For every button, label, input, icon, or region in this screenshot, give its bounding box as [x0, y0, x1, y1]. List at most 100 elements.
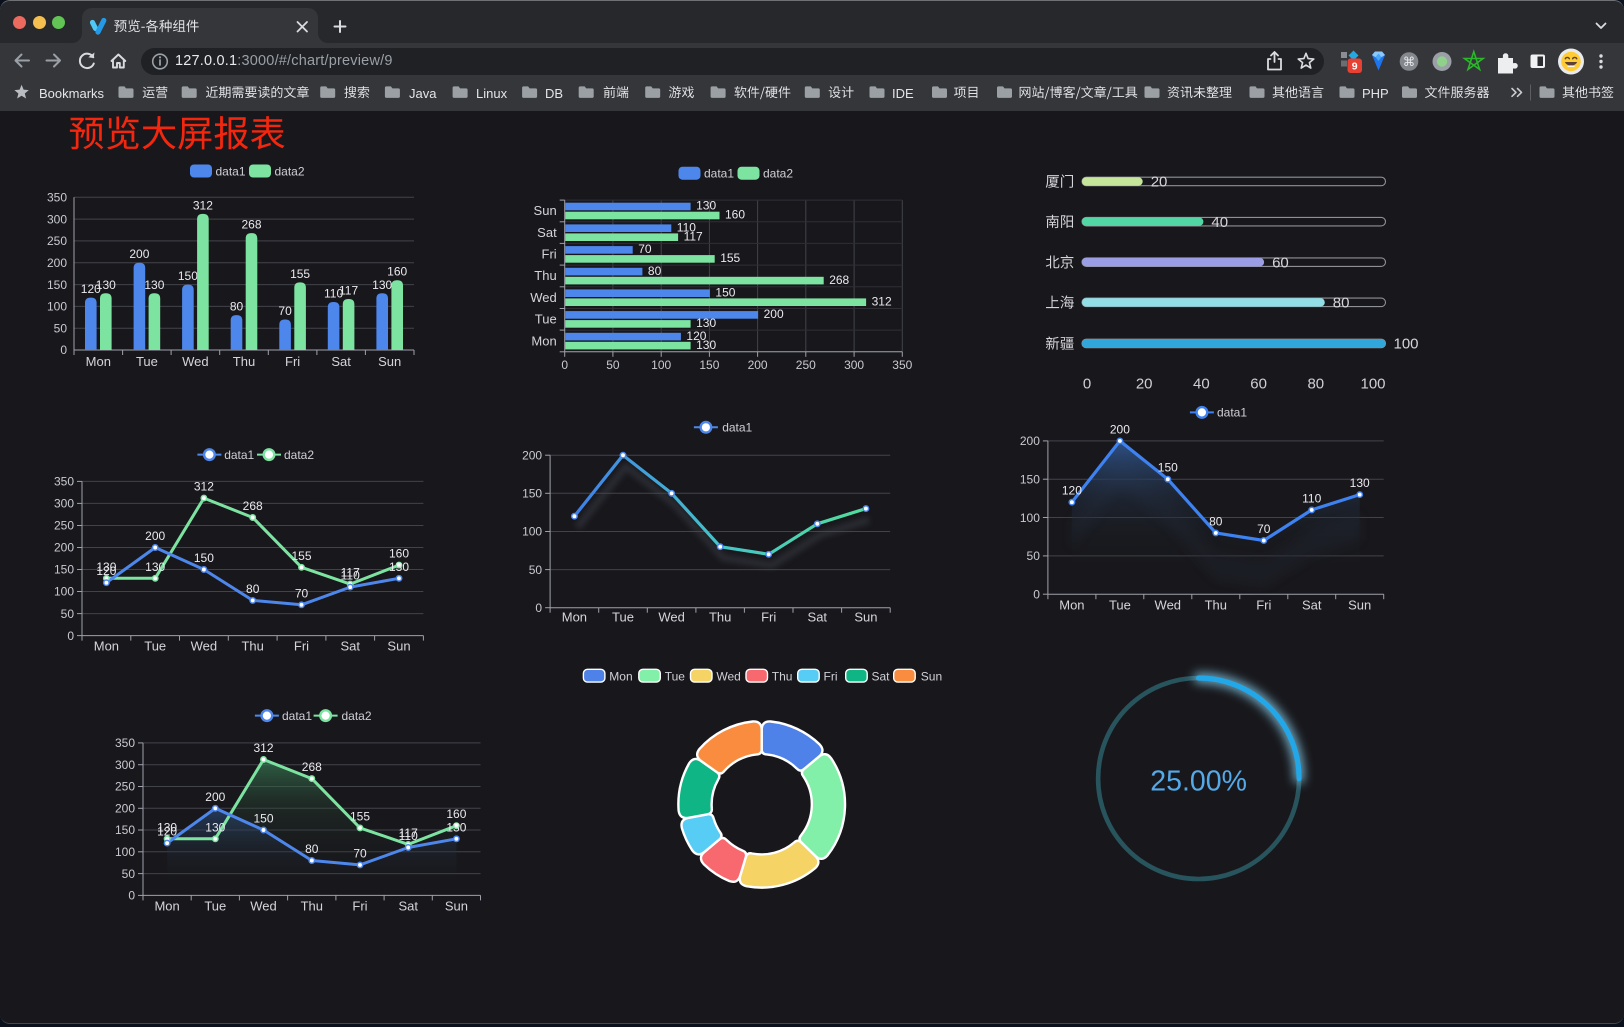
svg-text:Mon: Mon	[1059, 598, 1084, 613]
svg-text:data1: data1	[704, 167, 734, 181]
svg-text:130: 130	[446, 820, 466, 834]
svg-text:Fri: Fri	[285, 354, 300, 369]
svg-text:50: 50	[122, 867, 136, 881]
svg-text:312: 312	[193, 198, 213, 212]
svg-text:Thu: Thu	[1205, 598, 1227, 613]
svg-text:data2: data2	[763, 167, 793, 181]
svg-text:70: 70	[295, 586, 309, 600]
svg-text:150: 150	[115, 823, 135, 837]
svg-text:Sat: Sat	[340, 639, 360, 654]
svg-text:data1: data1	[722, 421, 752, 435]
svg-text:80: 80	[305, 842, 319, 856]
svg-text:200: 200	[54, 541, 74, 555]
svg-text:80: 80	[230, 300, 244, 314]
svg-text:300: 300	[47, 212, 67, 226]
svg-text:120: 120	[96, 564, 116, 578]
svg-text:120: 120	[686, 329, 706, 343]
svg-text:80: 80	[1307, 376, 1324, 393]
svg-text:300: 300	[844, 358, 864, 372]
svg-text:0: 0	[67, 629, 74, 643]
svg-text:268: 268	[302, 760, 322, 774]
svg-text:100: 100	[1020, 511, 1040, 525]
svg-text:Sat: Sat	[331, 354, 351, 369]
svg-text:160: 160	[725, 208, 745, 222]
svg-text:Mon: Mon	[154, 899, 179, 914]
svg-text:117: 117	[339, 284, 358, 298]
svg-text:25.00%: 25.00%	[1150, 766, 1247, 798]
svg-text:0: 0	[128, 889, 135, 903]
svg-text:60: 60	[1272, 254, 1289, 271]
svg-text:Tue: Tue	[1109, 598, 1131, 613]
svg-text:120: 120	[1062, 484, 1082, 498]
svg-text:Thu: Thu	[772, 669, 793, 683]
svg-text:data2: data2	[284, 448, 314, 462]
svg-text:Thu: Thu	[241, 639, 263, 654]
svg-text:250: 250	[115, 780, 135, 794]
svg-text:Wed: Wed	[191, 639, 218, 654]
svg-text:350: 350	[47, 191, 67, 205]
svg-text:312: 312	[194, 480, 214, 494]
svg-text:350: 350	[892, 358, 912, 372]
svg-text:250: 250	[54, 519, 74, 533]
svg-text:Fri: Fri	[352, 899, 367, 914]
svg-text:Mon: Mon	[609, 669, 632, 683]
svg-text:data2: data2	[275, 165, 305, 179]
svg-text:200: 200	[764, 307, 784, 321]
svg-text:Mon: Mon	[94, 639, 119, 654]
svg-text:130: 130	[144, 278, 164, 292]
svg-text:200: 200	[1020, 434, 1040, 448]
svg-text:0: 0	[60, 343, 67, 357]
svg-text:Tue: Tue	[144, 639, 166, 654]
svg-text:0: 0	[535, 601, 542, 615]
svg-text:data1: data1	[216, 165, 246, 179]
svg-text:50: 50	[606, 358, 620, 372]
svg-text:⌘: ⌘	[1403, 55, 1416, 69]
svg-text:200: 200	[205, 790, 225, 804]
svg-text:Thu: Thu	[709, 610, 731, 625]
svg-text:155: 155	[720, 251, 740, 265]
svg-text:70: 70	[638, 242, 652, 256]
svg-text:data2: data2	[342, 709, 372, 723]
svg-text:300: 300	[54, 497, 74, 511]
svg-text:100: 100	[522, 525, 542, 539]
svg-text:Sun: Sun	[445, 899, 468, 914]
svg-text:Sat: Sat	[398, 899, 418, 914]
svg-text:130: 130	[696, 316, 716, 330]
svg-text:70: 70	[278, 304, 292, 318]
svg-text:160: 160	[389, 547, 409, 561]
svg-text:300: 300	[115, 758, 135, 772]
svg-text:130: 130	[145, 560, 165, 574]
svg-text:268: 268	[829, 273, 849, 287]
svg-text:Mon: Mon	[86, 354, 111, 369]
svg-text:Sun: Sun	[854, 610, 877, 625]
svg-text:117: 117	[399, 826, 418, 840]
svg-text:Sat: Sat	[808, 610, 828, 625]
svg-text:20: 20	[1151, 174, 1168, 191]
svg-text:80: 80	[246, 582, 260, 596]
svg-text:Sat: Sat	[1302, 598, 1322, 613]
svg-text:250: 250	[796, 358, 816, 372]
svg-text:150: 150	[715, 285, 735, 299]
svg-text:Fri: Fri	[824, 669, 838, 683]
svg-text:312: 312	[253, 741, 273, 755]
svg-text:40: 40	[1211, 214, 1228, 231]
svg-text:Thu: Thu	[233, 354, 255, 369]
svg-text:160: 160	[387, 265, 407, 279]
svg-text:Sat: Sat	[872, 669, 891, 683]
svg-text:200: 200	[748, 358, 768, 372]
svg-text:Tue: Tue	[136, 354, 158, 369]
svg-text:150: 150	[194, 551, 214, 565]
svg-text:Fri: Fri	[542, 247, 557, 262]
svg-text:50: 50	[529, 563, 543, 577]
svg-text:Mon: Mon	[562, 610, 587, 625]
svg-text:70: 70	[353, 846, 367, 860]
svg-text:Fri: Fri	[1256, 598, 1271, 613]
svg-text:Sun: Sun	[1348, 598, 1371, 613]
svg-text:110: 110	[341, 569, 360, 583]
svg-text:200: 200	[129, 247, 149, 261]
svg-text:120: 120	[157, 825, 177, 839]
svg-text:Fri: Fri	[294, 639, 309, 654]
svg-text:155: 155	[350, 809, 370, 823]
svg-text:70: 70	[1257, 522, 1271, 536]
svg-text:150: 150	[1158, 461, 1178, 475]
